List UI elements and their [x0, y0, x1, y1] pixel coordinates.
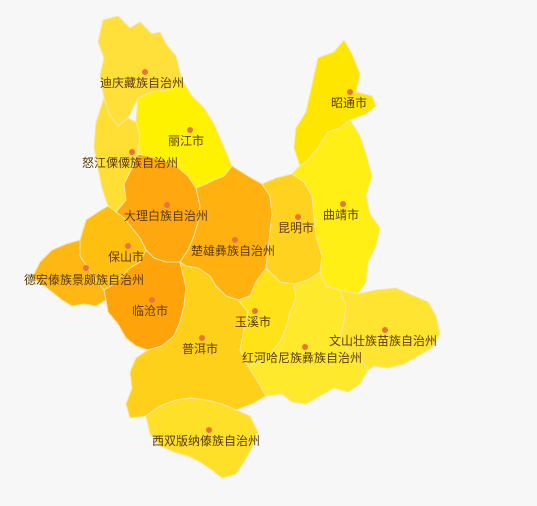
city-marker-qujing[interactable] — [340, 201, 346, 207]
city-marker-honghe[interactable] — [302, 344, 308, 350]
region-label-chuxiong: 楚雄彝族自治州 — [191, 243, 275, 258]
city-marker-yuxi[interactable] — [252, 308, 258, 314]
city-marker-wenshan[interactable] — [382, 327, 388, 333]
region-label-diqing: 迪庆藏族自治州 — [100, 76, 184, 90]
region-label-baoshan: 保山市 — [108, 249, 144, 264]
city-marker-xishuangbanna[interactable] — [206, 427, 212, 433]
city-marker-dehong[interactable] — [83, 265, 89, 271]
region-label-yuxi: 玉溪市 — [235, 314, 271, 329]
city-marker-puer[interactable] — [199, 335, 205, 341]
city-marker-diqing[interactable] — [142, 69, 148, 75]
city-marker-lijiang[interactable] — [187, 127, 193, 133]
region-label-wenshan: 文山壮族苗族自治州 — [329, 333, 437, 348]
region-label-puer: 普洱市 — [182, 341, 218, 356]
region-qujing[interactable] — [291, 119, 381, 295]
regions-layer — [31, 15, 441, 479]
region-label-xishuangbanna: 西双版纳傣族自治州 — [152, 434, 260, 448]
region-label-dali: 大理白族自治州 — [124, 208, 208, 223]
region-label-zhaotong: 昭通市 — [331, 95, 367, 110]
region-label-kunming: 昆明市 — [278, 220, 314, 235]
region-label-qujing: 曲靖市 — [323, 207, 359, 222]
region-label-lincang: 临沧市 — [132, 303, 168, 318]
city-marker-dali[interactable] — [164, 202, 170, 208]
city-marker-zhaotong[interactable] — [347, 89, 353, 95]
region-label-honghe: 红河哈尼族彝族自治州 — [242, 350, 362, 365]
region-label-lijiang: 丽江市 — [168, 133, 204, 148]
city-marker-baoshan[interactable] — [125, 243, 131, 249]
city-marker-kunming[interactable] — [295, 214, 301, 220]
region-wenshan[interactable] — [339, 287, 441, 371]
city-marker-nujiang[interactable] — [129, 149, 135, 155]
region-label-dehong: 德宏傣族景颇族自治州 — [24, 272, 144, 287]
region-xishuangbanna[interactable] — [145, 397, 259, 479]
region-label-nujiang: 怒江傈僳族自治州 — [82, 155, 178, 170]
city-marker-chuxiong[interactable] — [232, 237, 238, 243]
city-marker-lincang[interactable] — [149, 297, 155, 303]
